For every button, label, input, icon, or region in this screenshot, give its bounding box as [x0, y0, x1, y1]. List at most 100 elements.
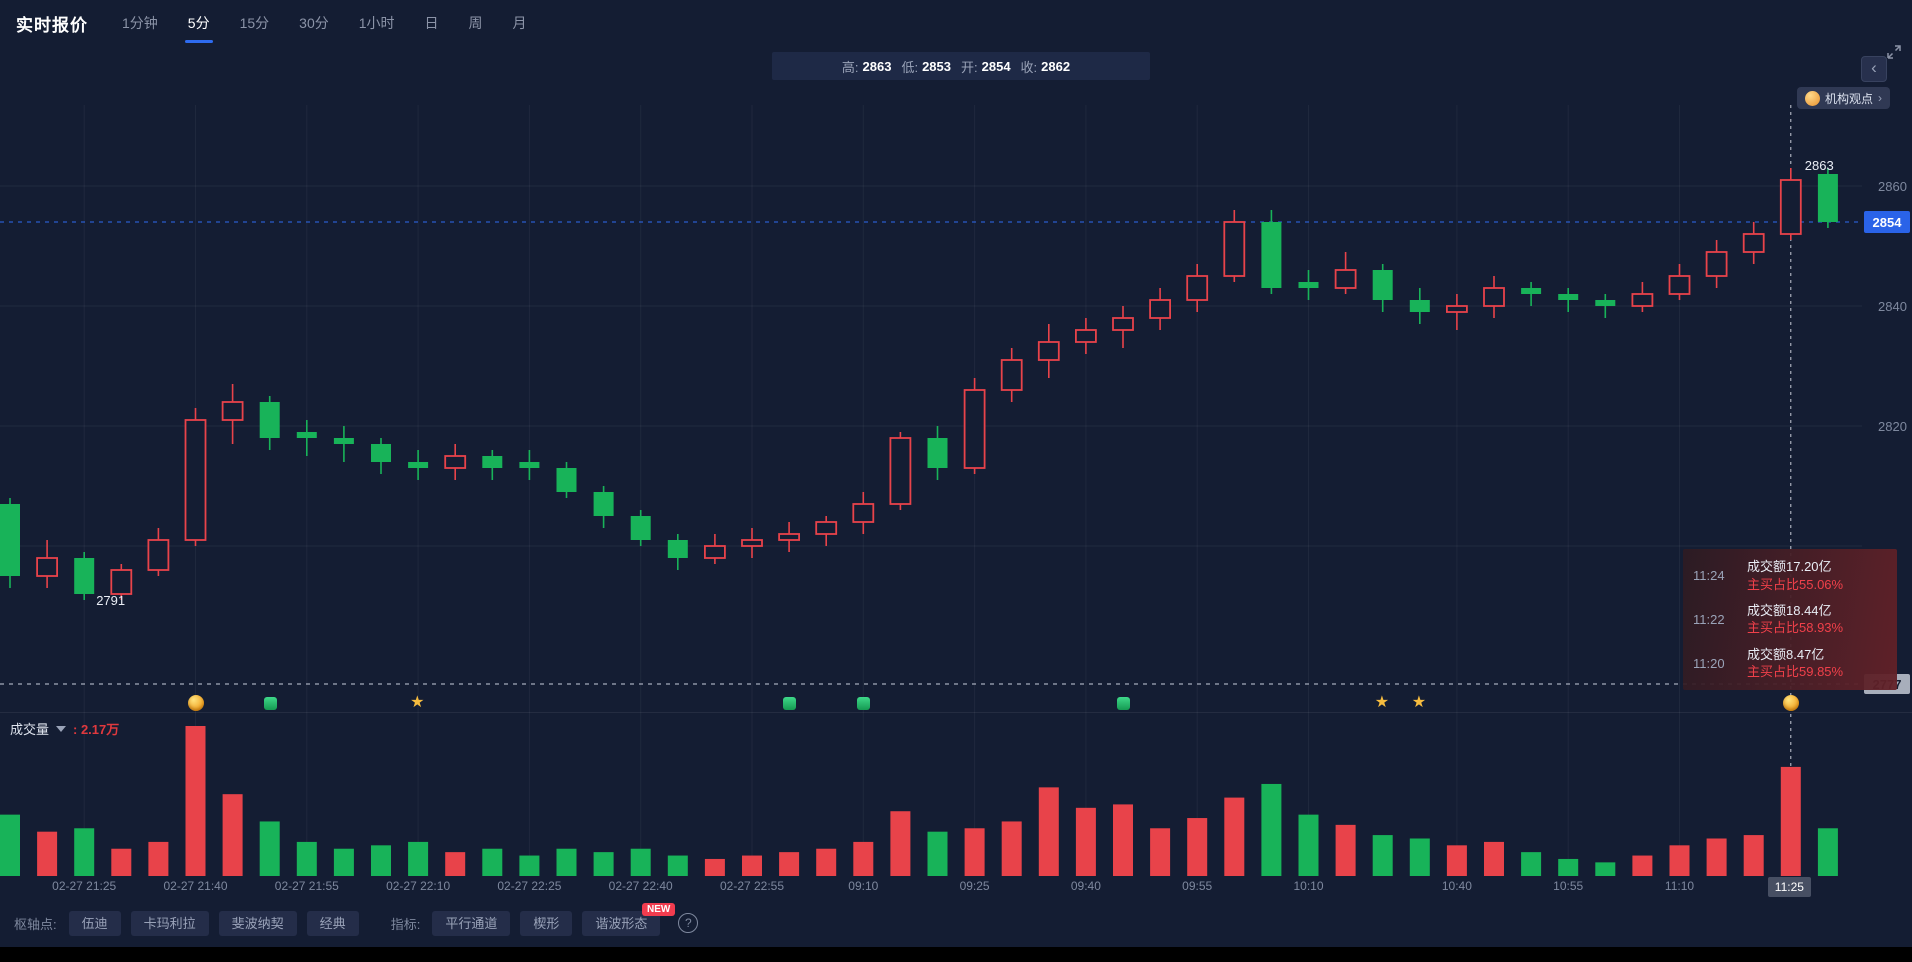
tooltip-amount: 成交额8.47亿: [1747, 646, 1825, 662]
svg-text:09:40: 09:40: [1071, 879, 1101, 893]
svg-text:09:10: 09:10: [848, 879, 878, 893]
svg-text:10:10: 10:10: [1293, 879, 1323, 893]
svg-text:02-27 22:10: 02-27 22:10: [386, 879, 450, 893]
indicator-label: 指标:: [390, 916, 421, 932]
tab-5min[interactable]: 5分: [184, 0, 213, 46]
svg-text:02-27 21:25: 02-27 21:25: [52, 879, 116, 893]
tooltip-row: 11:20 成交额8.47亿主买占比59.85%: [1693, 646, 1887, 681]
high-price-annotation: 2863: [1804, 158, 1834, 173]
tab-day[interactable]: 日: [424, 15, 439, 31]
marker-gold-icon[interactable]: [1782, 695, 1799, 711]
ohlc-info-bar: 高: 2863 低: 2853 开: 2854 收: 2862: [772, 52, 1150, 80]
indicator-buttons: 平行通道 楔形 谐波形态 NEW: [432, 903, 676, 936]
new-badge: NEW: [642, 903, 676, 916]
marker-gold-icon[interactable]: [187, 695, 204, 711]
help-icon[interactable]: ?: [678, 913, 699, 933]
chevron-down-icon: [56, 725, 67, 732]
collapse-panel-button[interactable]: ‹: [1861, 56, 1887, 82]
tooltip-values: 成交额8.47亿主买占比59.85%: [1747, 646, 1843, 681]
tooltip-time: 11:24: [1693, 568, 1725, 584]
marker-star-icon[interactable]: ★: [410, 694, 425, 711]
volume-label: 成交量: [10, 722, 50, 737]
tab-month[interactable]: 月: [512, 15, 527, 31]
svg-text:02-27 22:25: 02-27 22:25: [497, 879, 561, 893]
svg-text:02-27 21:40: 02-27 21:40: [163, 879, 227, 893]
svg-text:2820: 2820: [1878, 419, 1907, 434]
low-price-annotation: 2791: [96, 593, 126, 608]
chevron-left-icon: ‹: [1871, 58, 1877, 77]
pivot-camarilla-wrap: 卡玛利拉: [130, 911, 209, 936]
indicator-harmonic-wrap: 谐波形态 NEW: [582, 903, 676, 936]
tooltip-time: 11:20: [1693, 655, 1725, 671]
pivot-label: 枢轴点:: [14, 916, 57, 932]
svg-text:02-27 22:55: 02-27 22:55: [720, 879, 784, 893]
marker-green-icon[interactable]: [263, 697, 277, 710]
pivot-classic[interactable]: 经典: [306, 911, 359, 936]
svg-text:02-27 22:40: 02-27 22:40: [609, 879, 673, 893]
marker-green-icon[interactable]: [857, 697, 871, 710]
fullscreen-expand-icon[interactable]: [1886, 44, 1902, 60]
bottom-black-strip: [0, 947, 1912, 962]
open-value: 2854: [981, 58, 1011, 74]
institution-label: 机构观点: [1825, 91, 1874, 106]
tab-30min[interactable]: 30分: [299, 15, 329, 31]
marker-green-icon[interactable]: [1117, 697, 1130, 710]
tooltip-buy-ratio: 主买占比58.93%: [1747, 620, 1844, 636]
tooltip-amount: 成交额17.20亿: [1747, 559, 1832, 575]
indicator-wedge[interactable]: 楔形: [520, 911, 573, 936]
low-label: 低:: [901, 59, 919, 75]
svg-text:02-27 21:55: 02-27 21:55: [275, 879, 339, 893]
pane-divider: [0, 712, 1912, 713]
indicator-parallel-channel[interactable]: 平行通道: [432, 911, 511, 936]
footer-toolbar: 枢轴点: 伍迪 卡玛利拉 斐波纳契 经典 指标: 平行通道 楔形 谐波形态 NEW ?: [14, 903, 699, 936]
open-label: 开:: [961, 59, 978, 75]
marker-star-icon[interactable]: ★: [1374, 694, 1390, 711]
tooltip-values: 成交额18.44亿 主买占比58.93%: [1747, 602, 1843, 637]
tooltip-values: 成交额17.20亿 主买占比55.06%: [1747, 558, 1843, 593]
page-title: 实时报价: [16, 15, 88, 35]
pivot-classic-wrap: 经典: [306, 911, 359, 936]
top-nav: 实时报价 1分钟 5分 15分 30分 1小时 日 周 月: [0, 0, 1912, 46]
volume-indicator-dropdown[interactable]: 成交量 : 2.17万: [10, 719, 119, 738]
trade-detail-tooltip: 11:24 成交额17.20亿 主买占比55.06% 11:22 成交额18.44亿 主买…: [1683, 549, 1897, 690]
tooltip-buy-ratio: 主买占比55.06%: [1747, 576, 1844, 592]
svg-text:09:25: 09:25: [960, 879, 990, 893]
close-label: 收:: [1020, 59, 1038, 75]
high-value: 2863: [862, 58, 892, 74]
institution-icon: [1805, 90, 1820, 106]
low-value: 2853: [922, 58, 951, 74]
crosshair-time-badge: 11:25: [1767, 877, 1811, 897]
pivot-camarilla[interactable]: 卡玛利拉: [130, 911, 209, 936]
pivot-woodie[interactable]: 伍迪: [68, 911, 121, 936]
high-label: 高:: [841, 59, 859, 75]
marker-star-icon[interactable]: ★: [1411, 694, 1427, 711]
tab-1min[interactable]: 1分钟: [122, 15, 158, 31]
tooltip-time: 11:22: [1693, 611, 1725, 627]
last-price-badge: 2854: [1864, 211, 1910, 233]
svg-text:09:55: 09:55: [1182, 879, 1212, 893]
svg-text:2840: 2840: [1878, 299, 1907, 314]
tooltip-amount: 成交额18.44亿: [1747, 602, 1832, 618]
tab-week[interactable]: 周: [468, 15, 483, 31]
volume-value: : 2.17万: [73, 722, 120, 737]
svg-text:2860: 2860: [1878, 179, 1907, 194]
svg-text:11:10: 11:10: [1665, 879, 1694, 893]
close-value: 2862: [1041, 58, 1071, 74]
indicator-wedge-wrap: 楔形: [520, 911, 573, 936]
marker-green-icon[interactable]: [783, 697, 797, 710]
tab-15min[interactable]: 15分: [239, 15, 270, 31]
svg-text:10:55: 10:55: [1553, 879, 1583, 893]
svg-text:10:40: 10:40: [1442, 879, 1472, 893]
timeframe-tabs: 1分钟 5分 15分 30分 1小时 日 周 月: [122, 0, 527, 46]
pivot-fibonacci-wrap: 斐波纳契: [218, 911, 297, 936]
tooltip-row: 11:24 成交额17.20亿 主买占比55.06%: [1693, 558, 1887, 593]
chevron-right-icon: ›: [1878, 91, 1883, 105]
pivot-fibonacci[interactable]: 斐波纳契: [218, 911, 297, 936]
institution-view-badge[interactable]: 机构观点 ›: [1797, 87, 1891, 109]
tooltip-row: 11:22 成交额18.44亿 主买占比58.93%: [1693, 602, 1887, 637]
pivot-buttons: 伍迪 卡玛利拉 斐波纳契 经典: [68, 911, 359, 936]
tab-1h[interactable]: 1小时: [358, 15, 395, 31]
tooltip-buy-ratio: 主买占比59.85%: [1747, 664, 1844, 680]
